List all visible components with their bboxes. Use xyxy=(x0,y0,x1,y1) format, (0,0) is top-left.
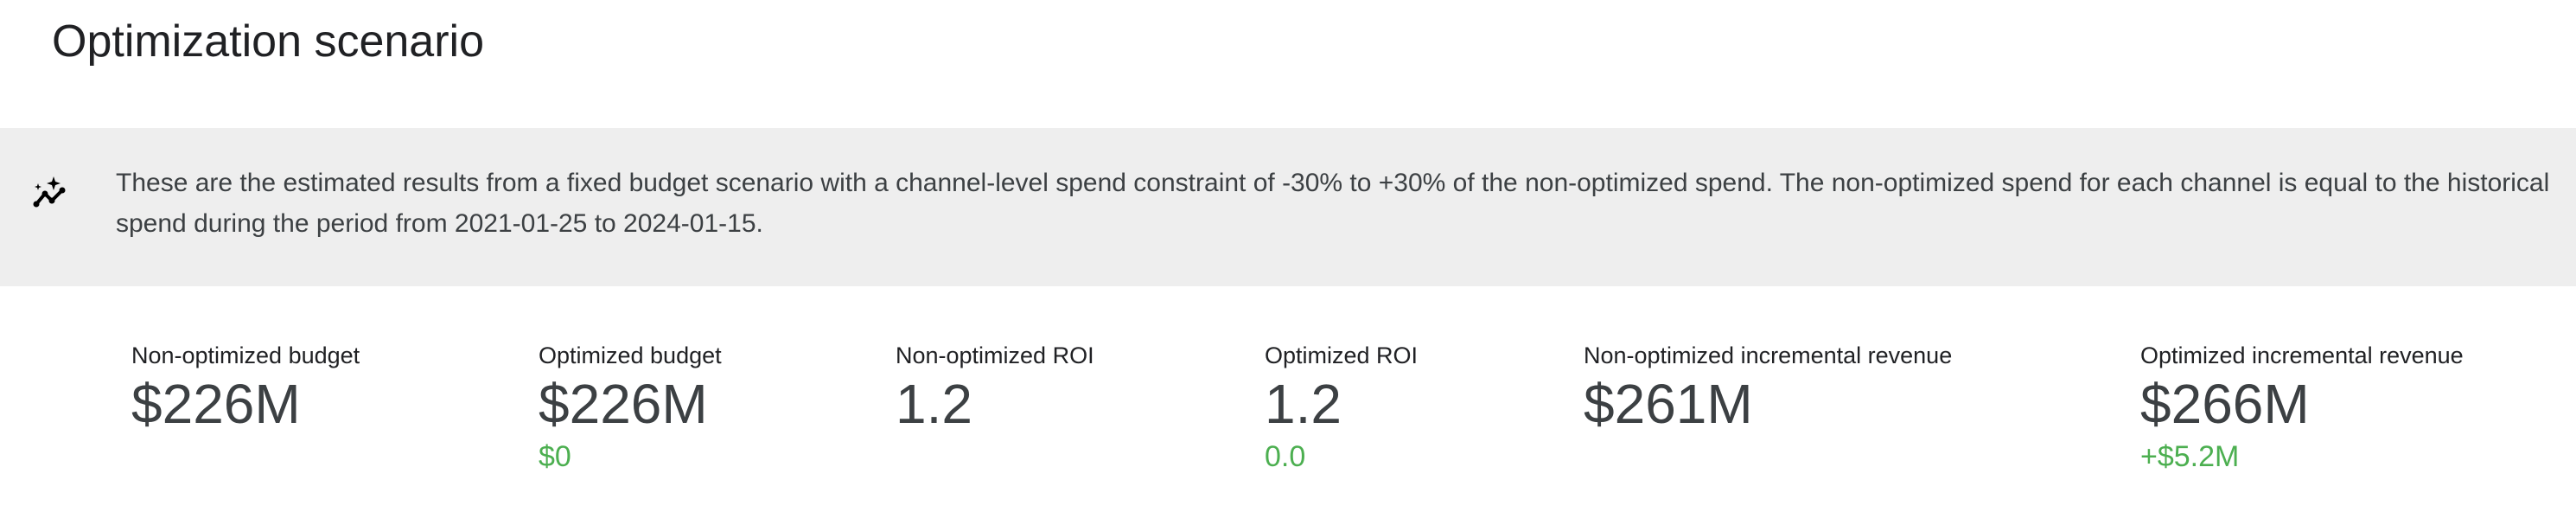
banner-text: These are the estimated results from a f… xyxy=(116,169,2550,238)
metric-optimized-roi: Optimized ROI 1.2 0.0 xyxy=(1265,342,1418,474)
metric-value: $266M xyxy=(2140,373,2310,435)
metric-value: $261M xyxy=(1584,373,1753,435)
metric-non-optimized-roi: Non-optimized ROI 1.2 xyxy=(896,342,1094,437)
metric-value: 1.2 xyxy=(896,373,972,435)
metric-label: Optimized budget xyxy=(539,342,722,368)
metric-non-optimized-budget: Non-optimized budget $226M xyxy=(131,342,360,437)
metric-label: Non-optimized budget xyxy=(131,342,360,368)
metric-label: Non-optimized ROI xyxy=(896,342,1094,368)
metric-delta: +$5.2M xyxy=(2140,440,2240,473)
metric-delta: $0 xyxy=(539,440,571,473)
info-banner: These are the estimated results from a f… xyxy=(0,128,2576,286)
metric-delta: 0.0 xyxy=(1265,440,1306,473)
metric-value: $226M xyxy=(131,373,301,435)
metric-non-optimized-revenue: Non-optimized incremental revenue $261M xyxy=(1584,342,1952,437)
metric-label: Optimized incremental revenue xyxy=(2140,342,2464,368)
metric-optimized-revenue: Optimized incremental revenue $266M +$5.… xyxy=(2140,342,2464,474)
metric-label: Non-optimized incremental revenue xyxy=(1584,342,1953,368)
metric-label: Optimized ROI xyxy=(1265,342,1419,368)
metric-value: $226M xyxy=(539,373,708,435)
metric-value: 1.2 xyxy=(1265,373,1342,435)
metric-optimized-budget: Optimized budget $226M $0 xyxy=(539,342,722,474)
page-title: Optimization scenario xyxy=(52,16,484,67)
insights-sparkle-icon xyxy=(33,176,66,208)
